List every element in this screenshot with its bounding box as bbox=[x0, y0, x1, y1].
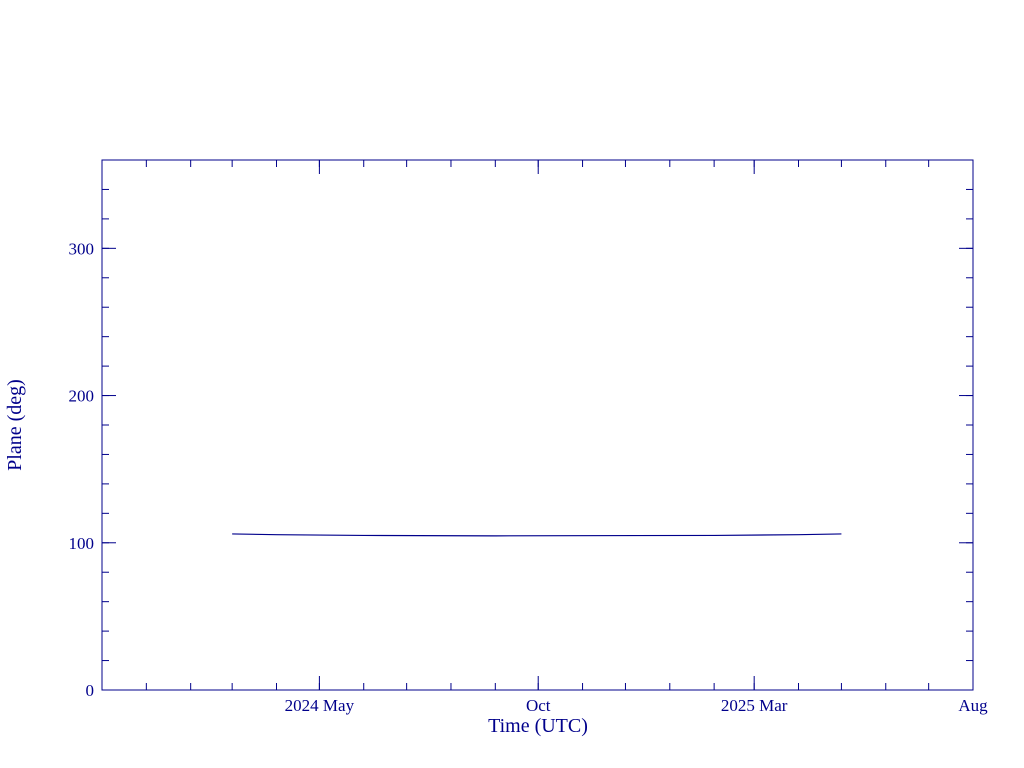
x-tick-label: Oct bbox=[526, 696, 551, 715]
x-tick-label: 2024 May bbox=[285, 696, 355, 715]
y-tick-label: 200 bbox=[69, 387, 95, 406]
x-axis-label: Time (UTC) bbox=[488, 715, 588, 737]
plot-frame bbox=[101, 159, 974, 691]
x-tick-label: Aug bbox=[958, 696, 988, 715]
y-axis-label: Plane (deg) bbox=[4, 379, 26, 471]
x-tick-label: 2025 Mar bbox=[721, 696, 788, 715]
y-tick-label: 0 bbox=[86, 681, 95, 700]
y-tick-label: 300 bbox=[69, 239, 95, 258]
y-tick-label: 100 bbox=[69, 534, 95, 553]
data-line bbox=[232, 533, 842, 537]
